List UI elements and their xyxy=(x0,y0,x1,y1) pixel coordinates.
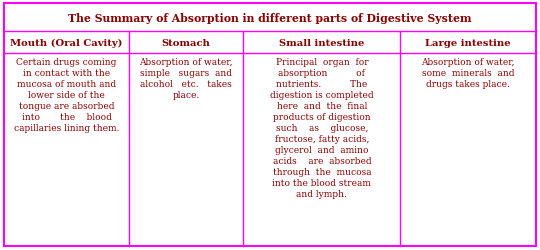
Text: Certain drugs coming
in contact with the
mucosa of mouth and
lower side of the
t: Certain drugs coming in contact with the… xyxy=(14,58,119,132)
Text: Stomach: Stomach xyxy=(162,38,211,47)
Text: The Summary of Absorption in different parts of Digestive System: The Summary of Absorption in different p… xyxy=(68,12,472,24)
Text: Mouth (Oral Cavity): Mouth (Oral Cavity) xyxy=(10,38,123,47)
Text: Large intestine: Large intestine xyxy=(426,38,511,47)
Text: Absorption of water,
simple   sugars  and
alcohol   etc.   takes
place.: Absorption of water, simple sugars and a… xyxy=(139,58,233,100)
Text: Absorption of water,
some  minerals  and
drugs takes place.: Absorption of water, some minerals and d… xyxy=(421,58,515,88)
Text: Principal  organ  for
absorption          of
nutrients.          The
digestion i: Principal organ for absorption of nutrie… xyxy=(270,58,374,198)
Text: Small intestine: Small intestine xyxy=(279,38,364,47)
